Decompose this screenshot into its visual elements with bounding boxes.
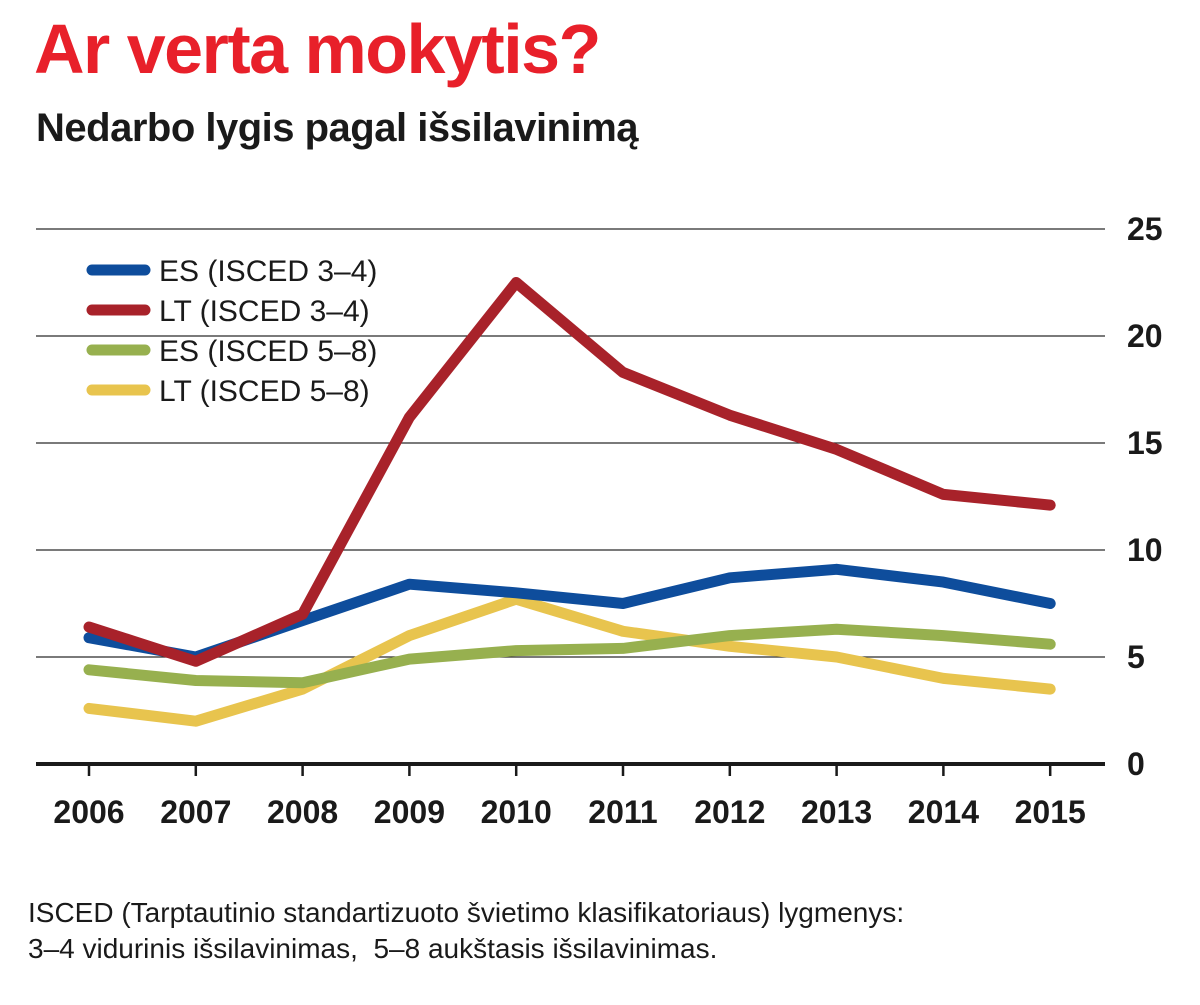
chart-subtitle: Nedarbo lygis pagal išsilavinimą <box>36 106 639 150</box>
legend-label-2: LT (ISCED 3–4) <box>159 295 370 328</box>
x-tick-label-2008: 2008 <box>267 794 338 830</box>
series-line-4 <box>83 593 1056 727</box>
x-tick-label-2015: 2015 <box>1015 794 1086 830</box>
x-tick-label-2013: 2013 <box>801 794 872 830</box>
footnote-line-2: 3–4 vidurinis išsilavinimas, 5–8 aukštas… <box>28 933 718 965</box>
y-tick-label-5: 5 <box>1127 639 1145 675</box>
x-tick-label-2009: 2009 <box>374 794 445 830</box>
legend-label-3: ES (ISCED 5–8) <box>159 335 377 368</box>
footnote-line-1: ISCED (Tarptautinio standartizuoto šviet… <box>28 897 905 928</box>
legend-label-4: LT (ISCED 5–8) <box>159 375 370 408</box>
x-tick-label-2014: 2014 <box>908 794 979 830</box>
legend: ES (ISCED 3–4) LT (ISCED 3–4) ES (ISCED 5–… <box>86 255 377 408</box>
y-tick-label-20: 20 <box>1127 318 1163 354</box>
series-lines <box>83 277 1056 727</box>
series-line-3 <box>83 623 1056 689</box>
y-tick-label-0: 0 <box>1127 746 1145 782</box>
footnote: ISCED (Tarptautinio standartizuoto šviet… <box>28 895 904 968</box>
series-line-2 <box>83 277 1056 667</box>
legend-label-1: ES (ISCED 3–4) <box>159 255 377 288</box>
x-tick-label-2012: 2012 <box>694 794 765 830</box>
x-tick-label-2006: 2006 <box>53 794 124 830</box>
chart-title: Ar verta mokytis? <box>34 10 601 88</box>
y-axis-ticks: 0 5 10 15 20 25 <box>1127 211 1163 782</box>
x-tick-label-2007: 2007 <box>160 794 231 830</box>
y-tick-label-10: 10 <box>1127 532 1163 568</box>
y-tick-label-15: 15 <box>1127 425 1163 461</box>
x-tick-label-2011: 2011 <box>588 794 657 830</box>
x-axis-ticks: 2006 2007 2008 2009 2010 2011 2012 2013 2014 2015 <box>53 764 1086 830</box>
x-tick-label-2010: 2010 <box>481 794 552 830</box>
y-tick-label-25: 25 <box>1127 211 1163 247</box>
